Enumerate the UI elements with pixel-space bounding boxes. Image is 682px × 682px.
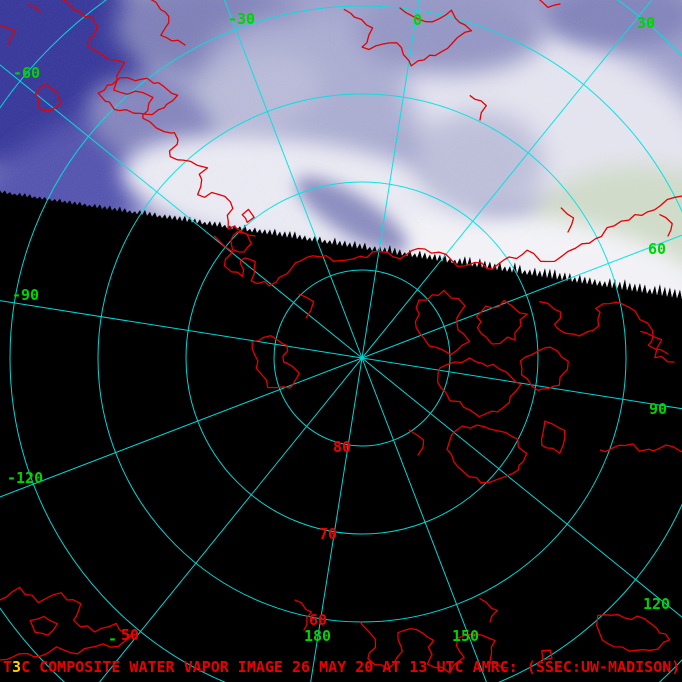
coastline xyxy=(294,599,313,631)
coastline xyxy=(97,76,179,116)
coastline xyxy=(475,299,528,345)
longitude-label: -30 xyxy=(228,10,255,28)
meridian-line xyxy=(361,234,682,359)
coastline xyxy=(61,0,256,237)
longitude-label: - xyxy=(108,630,117,648)
water-vapor-imagery xyxy=(0,0,682,299)
longitude-label: 180 xyxy=(304,627,331,645)
latitude-label: 60 xyxy=(309,611,327,629)
meridian-line xyxy=(0,357,363,498)
coastline xyxy=(29,615,59,636)
grid-labels: -30 0 30 -60 -90 -120 - 180 150 60 90 120 80 70 60 50 xyxy=(7,10,670,648)
coastline xyxy=(414,289,471,356)
caption-highlight-digit: 3 xyxy=(12,658,22,676)
longitude-label: -120 xyxy=(7,469,43,487)
coastline xyxy=(599,443,682,453)
coastline xyxy=(538,0,561,9)
caption-prefix: T xyxy=(3,658,13,676)
meridian-line xyxy=(0,300,363,359)
latitude-circle xyxy=(185,181,539,535)
latitude-label: 50 xyxy=(121,626,139,644)
longitude-label: 60 xyxy=(648,240,666,258)
coastline xyxy=(230,231,252,253)
meridian-line xyxy=(310,357,363,682)
coastline xyxy=(298,293,315,319)
image-caption: T3C COMPOSITE WATER VAPOR IMAGE 26 MAY 2… xyxy=(3,658,682,676)
meridian-line xyxy=(361,357,487,682)
coastline xyxy=(560,207,575,233)
coastline xyxy=(251,335,300,389)
latitude-circle xyxy=(273,269,451,447)
meridian-line xyxy=(361,357,682,618)
coastline xyxy=(34,83,62,112)
coastline xyxy=(408,429,425,456)
longitude-label: 30 xyxy=(637,14,655,32)
meridian-line xyxy=(361,0,653,359)
coastline xyxy=(469,95,487,121)
latitude-circle xyxy=(97,93,627,623)
coastline xyxy=(479,598,498,623)
coastline xyxy=(27,4,41,13)
coastline xyxy=(0,586,133,661)
longitude-label: 150 xyxy=(452,627,479,645)
meridian-line xyxy=(361,357,682,410)
coastline xyxy=(150,0,186,46)
meridian-line xyxy=(361,0,420,359)
coastline xyxy=(541,649,553,661)
coastline xyxy=(437,357,522,418)
latitude-label: 70 xyxy=(319,525,337,543)
coastline xyxy=(343,7,473,67)
coastline xyxy=(446,424,528,484)
meridian-line xyxy=(224,0,363,359)
coastline xyxy=(359,621,509,674)
meridian-line xyxy=(99,357,363,682)
caption-text: C COMPOSITE WATER VAPOR IMAGE 26 MAY 20 … xyxy=(21,658,681,676)
coastline xyxy=(640,330,675,363)
meridian-line xyxy=(0,64,363,359)
longitude-label: 0 xyxy=(413,11,422,29)
longitude-label: -90 xyxy=(12,286,39,304)
latitude-circle xyxy=(9,5,682,682)
imagery-noise xyxy=(0,0,682,299)
longitude-label: -60 xyxy=(13,64,40,82)
longitude-label: 90 xyxy=(649,400,667,418)
coastline xyxy=(539,301,669,355)
coastline xyxy=(540,420,566,454)
coastline xyxy=(241,208,255,224)
coastline xyxy=(0,24,16,45)
coastline xyxy=(213,195,682,287)
longitude-label: 120 xyxy=(643,595,670,613)
coastline xyxy=(595,614,671,652)
coastline xyxy=(659,214,673,237)
latitude-label: 80 xyxy=(333,438,351,456)
coastline xyxy=(519,346,569,392)
